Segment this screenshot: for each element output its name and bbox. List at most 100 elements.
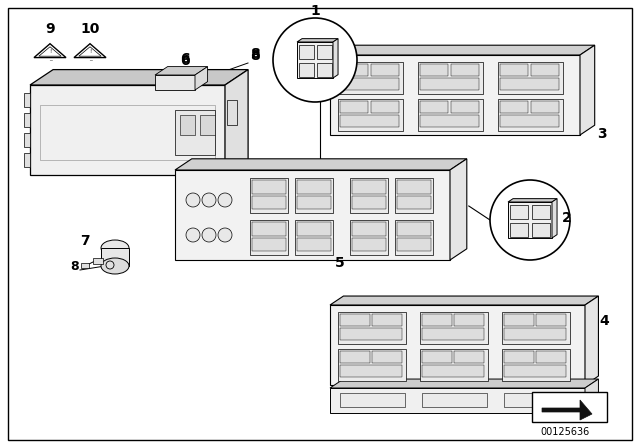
Polygon shape [175, 159, 467, 170]
Polygon shape [330, 305, 585, 385]
Bar [352, 196, 386, 209]
Text: 6: 6 [180, 54, 190, 68]
Polygon shape [34, 44, 66, 58]
Text: 7: 7 [80, 234, 90, 248]
Bar [101, 248, 129, 266]
Bar [397, 238, 431, 251]
Circle shape [218, 228, 232, 242]
Bar [422, 328, 484, 340]
Polygon shape [330, 55, 580, 135]
Polygon shape [155, 75, 195, 90]
Bar [504, 328, 566, 340]
Text: 3: 3 [597, 127, 607, 141]
Polygon shape [330, 388, 585, 413]
Bar [502, 349, 570, 381]
Bar [338, 349, 406, 381]
Bar [252, 222, 286, 236]
Bar [532, 205, 550, 219]
Bar [340, 351, 370, 363]
Polygon shape [297, 39, 338, 42]
Bar [420, 101, 448, 113]
Polygon shape [508, 202, 552, 238]
Text: 00125636: 00125636 [540, 427, 589, 437]
Bar [502, 312, 570, 344]
Bar [81, 263, 89, 268]
Bar [350, 220, 388, 255]
Bar [175, 110, 215, 155]
Bar [498, 62, 563, 94]
Bar [422, 393, 487, 407]
Bar [536, 351, 566, 363]
Bar [297, 180, 331, 194]
Bar [295, 220, 333, 255]
Circle shape [202, 228, 216, 242]
Bar [24, 153, 30, 167]
Bar [532, 392, 607, 422]
Bar [352, 180, 386, 194]
Polygon shape [450, 159, 467, 260]
Bar [536, 314, 566, 326]
Bar [352, 238, 386, 251]
Bar [317, 45, 332, 59]
Text: 8: 8 [250, 49, 260, 63]
Polygon shape [79, 47, 101, 56]
Polygon shape [585, 379, 598, 413]
Circle shape [218, 193, 232, 207]
Text: 10: 10 [80, 22, 100, 36]
Circle shape [202, 193, 216, 207]
Polygon shape [330, 379, 598, 388]
Polygon shape [542, 400, 592, 420]
Bar [340, 365, 402, 377]
Bar [532, 223, 550, 237]
Bar [500, 115, 559, 127]
Polygon shape [195, 67, 207, 90]
Bar [422, 365, 484, 377]
Bar [510, 223, 528, 237]
Bar [397, 196, 431, 209]
Text: 8: 8 [250, 47, 260, 61]
Bar [352, 222, 386, 236]
Bar [500, 78, 559, 90]
Text: !
_: ! _ [49, 49, 51, 61]
Bar [252, 180, 286, 194]
Polygon shape [175, 170, 450, 260]
Bar [297, 238, 331, 251]
Bar [340, 393, 405, 407]
Polygon shape [74, 44, 106, 58]
Polygon shape [225, 69, 248, 175]
Bar [504, 365, 566, 377]
Bar [250, 220, 288, 255]
Bar [418, 62, 483, 94]
Polygon shape [30, 69, 248, 85]
Bar [371, 101, 399, 113]
Bar [500, 101, 528, 113]
Polygon shape [297, 42, 333, 78]
Circle shape [490, 180, 570, 260]
Bar [504, 351, 534, 363]
Bar [317, 63, 332, 77]
Circle shape [106, 261, 114, 269]
Bar [93, 258, 103, 264]
Bar [24, 113, 30, 127]
Bar [340, 115, 399, 127]
Bar [422, 314, 452, 326]
Bar [350, 178, 388, 213]
Text: 2: 2 [562, 211, 572, 225]
Text: 1: 1 [310, 4, 320, 18]
Bar [504, 314, 534, 326]
Polygon shape [508, 198, 557, 202]
Circle shape [186, 193, 200, 207]
Bar [338, 99, 403, 131]
Bar [340, 328, 402, 340]
Bar [340, 64, 368, 76]
Text: 6: 6 [180, 52, 190, 66]
Text: 8: 8 [70, 260, 79, 273]
Bar [295, 178, 333, 213]
Polygon shape [155, 67, 207, 75]
Bar [340, 78, 399, 90]
Bar [252, 238, 286, 251]
Bar [299, 45, 314, 59]
Text: !
_: ! _ [88, 49, 92, 61]
Bar [24, 93, 30, 107]
Text: 9: 9 [45, 22, 55, 36]
